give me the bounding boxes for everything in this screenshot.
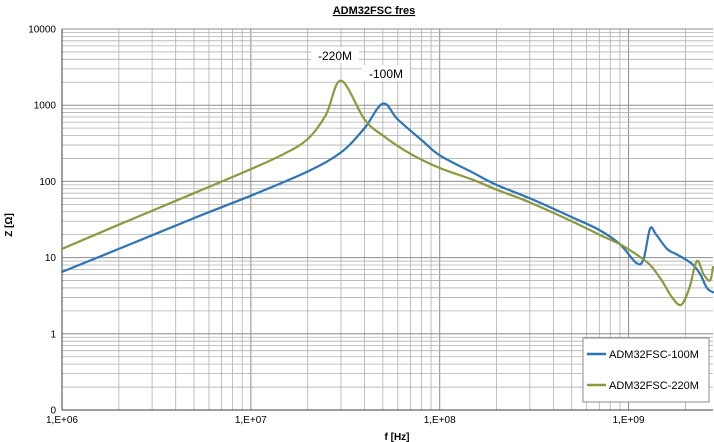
- y-tick-label: 1000: [34, 101, 57, 112]
- series-lines: [60, 79, 714, 307]
- y-axis-ticks: 0 1 10 100 1000 10000: [28, 25, 56, 417]
- series-line-1: [60, 102, 714, 294]
- chart-title: ADM32FSC fres: [333, 5, 416, 17]
- x-axis-ticks: 1,E+06 1,E+07 1,E+08 1,E+09: [46, 415, 645, 426]
- series-line-2: [60, 79, 714, 307]
- annotation-text: -100M: [369, 67, 403, 81]
- y-tick-label: 10000: [28, 25, 56, 36]
- x-tick-label: 1,E+09: [613, 415, 645, 426]
- grid: [61, 28, 713, 411]
- annotation-box: [362, 65, 410, 81]
- y-tick-label: 10: [45, 253, 57, 264]
- x-axis-label: f [Hz]: [385, 432, 410, 442]
- annotation-text: -220M: [318, 49, 352, 63]
- legend-entry: ADM32FSC-100M: [609, 349, 699, 361]
- plot-frame: [61, 29, 713, 411]
- x-tick-label: 1,E+08: [424, 415, 456, 426]
- annotation-box: [311, 47, 359, 63]
- y-tick-label: 0: [50, 406, 56, 417]
- y-tick-label: 100: [39, 177, 56, 188]
- annotations: -220M -100M: [311, 47, 410, 81]
- y-axis-label: Z [Ω]: [4, 213, 15, 237]
- y-tick-label: 1: [50, 329, 56, 340]
- x-tick-label: 1,E+06: [46, 415, 78, 426]
- annotation-label: -220M: [311, 47, 359, 63]
- x-tick-label: 1,E+07: [235, 415, 267, 426]
- legend: ADM32FSC-100M ADM32FSC-220M: [582, 337, 710, 403]
- legend-box: [582, 337, 710, 403]
- annotation-label: -100M: [362, 65, 410, 81]
- legend-entry: ADM32FSC-220M: [609, 380, 699, 392]
